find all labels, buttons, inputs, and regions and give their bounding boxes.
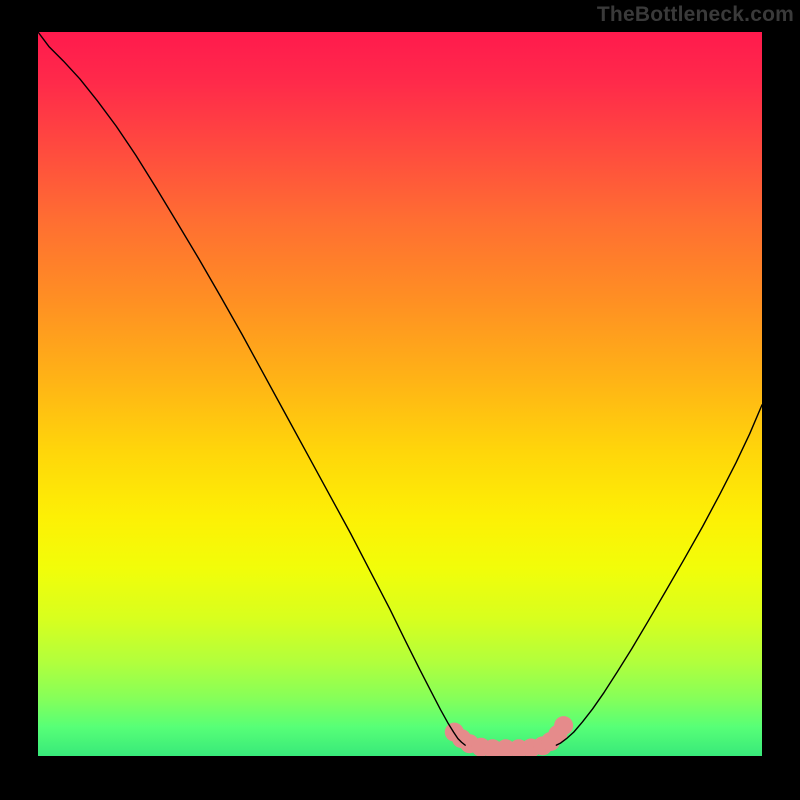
marker-cluster bbox=[445, 716, 573, 756]
marker-dot bbox=[554, 716, 573, 735]
left-curve bbox=[38, 32, 465, 745]
curve-group bbox=[38, 32, 762, 745]
watermark-text: TheBottleneck.com bbox=[597, 3, 794, 27]
plot-area bbox=[38, 32, 762, 756]
right-curve bbox=[556, 405, 762, 745]
curve-layer bbox=[38, 32, 762, 756]
chart-frame: TheBottleneck.com bbox=[0, 0, 800, 800]
